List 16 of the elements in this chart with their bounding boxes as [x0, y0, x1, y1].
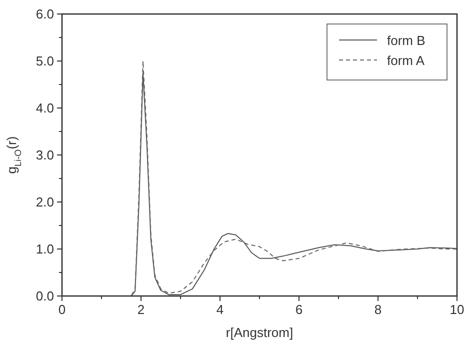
legend-label: form A — [387, 53, 425, 68]
x-tick-label: 6 — [295, 302, 303, 317]
x-tick-label: 8 — [374, 302, 382, 317]
x-tick-label: 10 — [450, 302, 464, 317]
y-tick-label: 4.0 — [36, 100, 54, 116]
y-tick-label: 5.0 — [36, 54, 54, 68]
y-tick-label: 3.0 — [36, 148, 54, 162]
x-tick-label: 0 — [58, 302, 66, 317]
x-tick-label: 2 — [137, 302, 145, 317]
y-tick-label: 2.0 — [36, 194, 54, 210]
y-tick-label: 0.0 — [36, 288, 54, 304]
y-tick-label: 1.0 — [36, 242, 54, 256]
y-tick-label: 6.0 — [36, 6, 54, 22]
legend-label: form B — [387, 33, 426, 48]
x-tick-label: 4 — [216, 302, 224, 317]
x-axis-title: r[Angstrom] — [226, 325, 294, 340]
